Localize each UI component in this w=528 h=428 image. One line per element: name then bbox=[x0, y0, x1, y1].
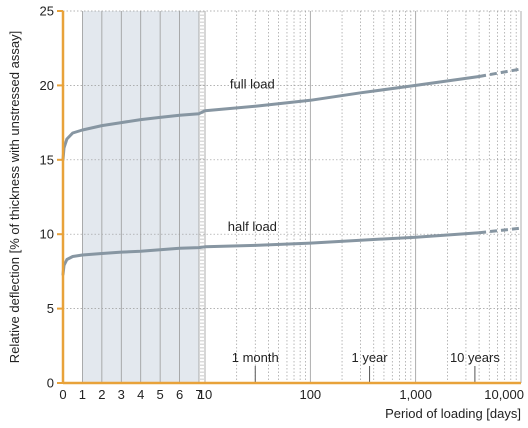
series-labels: full load half load bbox=[228, 76, 277, 234]
y-tick-label: 20 bbox=[40, 78, 54, 93]
grid-lines bbox=[63, 10, 522, 383]
x-tick-label: 0 bbox=[59, 387, 66, 402]
series-label: half load bbox=[228, 219, 277, 234]
series-line bbox=[61, 231, 481, 276]
series-lines bbox=[61, 67, 522, 276]
x-tick-label: 1 bbox=[79, 387, 86, 402]
y-tick-label: 5 bbox=[47, 301, 54, 316]
annotation-label: 1 month bbox=[232, 350, 279, 365]
x-tick-label: 7 bbox=[195, 387, 202, 402]
x-tick-label: 6 bbox=[176, 387, 183, 402]
y-tick-label: 25 bbox=[40, 4, 54, 19]
x-tick-label: 2 bbox=[98, 387, 105, 402]
x-tick-label: 100 bbox=[299, 387, 321, 402]
series-line-extrapolated bbox=[478, 226, 522, 235]
y-tick-label: 15 bbox=[40, 152, 54, 167]
x-tick-label: 10 bbox=[198, 387, 212, 402]
x-tick-label: 1,000 bbox=[399, 387, 432, 402]
annotation-label: 1 year bbox=[351, 350, 388, 365]
x-tick-label: 4 bbox=[137, 387, 144, 402]
series-line bbox=[61, 75, 481, 162]
y-tick-label: 10 bbox=[40, 227, 54, 242]
x-tick-label: 10,000 bbox=[484, 387, 524, 402]
x-tick-label: 5 bbox=[157, 387, 164, 402]
y-tick-label: 0 bbox=[47, 376, 54, 391]
axes bbox=[57, 10, 521, 385]
y-axis-label: Relative deflection [% of thickness with… bbox=[7, 31, 22, 363]
x-tick-label: 3 bbox=[118, 387, 125, 402]
series-line-extrapolated bbox=[478, 67, 522, 78]
period-annotations: 1 month 1 year 10 years bbox=[232, 350, 500, 383]
series-label: full load bbox=[230, 76, 275, 91]
x-axis-label: Period of loading [days] bbox=[385, 406, 521, 421]
annotation-label: 10 years bbox=[450, 350, 500, 365]
